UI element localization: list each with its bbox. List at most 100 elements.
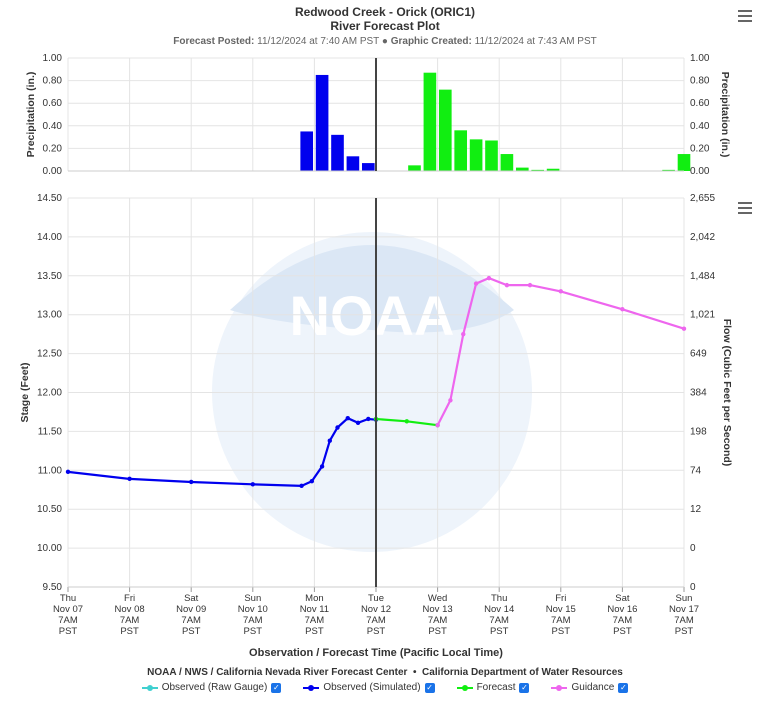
legend-observed-raw[interactable]: Observed (Raw Gauge) ✓: [141, 682, 282, 693]
forecast-precip-bar[interactable]: [469, 139, 483, 171]
observed-line-point[interactable]: [65, 469, 71, 475]
observed-line-point[interactable]: [250, 482, 255, 487]
guidance-line[interactable]: [436, 276, 685, 426]
xtick-label: Sat: [615, 593, 630, 604]
observed-precip-bar[interactable]: [300, 131, 314, 171]
observed-precip-bar[interactable]: [346, 156, 360, 171]
xtick-label: 7AM: [181, 615, 201, 626]
flow-ytick-label: 0: [690, 543, 696, 554]
observed-precip-bar[interactable]: [315, 74, 329, 171]
precip-ytick-label-right: 0.60: [690, 98, 710, 109]
chart-title: Redwood Creek - Orick (ORIC1): [294, 5, 476, 19]
xtick-label: Nov 16: [607, 604, 637, 615]
guidance-line-point[interactable]: [486, 275, 492, 281]
forecast-precip-bar[interactable]: [500, 154, 514, 171]
flow-ytick-label: 1,484: [690, 271, 715, 282]
precip-ytick-label: 0.20: [43, 143, 63, 154]
observed-line-point[interactable]: [327, 438, 332, 443]
chart-subtitle: River Forecast Plot: [330, 19, 440, 33]
xtick-label: 7AM: [428, 615, 448, 626]
forecast-precip-bar[interactable]: [515, 167, 529, 171]
observed-line-point[interactable]: [309, 478, 315, 484]
flow-ytick-label: 384: [690, 388, 707, 399]
xtick-label: Sun: [244, 593, 261, 604]
precip-ytick-label-right: 0.20: [690, 143, 710, 154]
precip-ytick-label: 0.80: [43, 76, 63, 87]
xtick-label: Nov 07: [53, 604, 83, 615]
xtick-label: PST: [120, 626, 139, 637]
legend-observed-simulated[interactable]: Observed (Simulated) ✓: [303, 682, 435, 693]
stage-ytick-label: 9.50: [43, 582, 63, 593]
precip-ytick-label-right: 0.00: [690, 166, 710, 177]
observed-line-point[interactable]: [355, 420, 361, 426]
flow-ytick-label: 649: [690, 349, 707, 360]
observed-line-point[interactable]: [299, 483, 304, 489]
forecast-precip-bar[interactable]: [423, 72, 437, 171]
xtick-label: 7AM: [305, 615, 325, 626]
checkmark-icon[interactable]: ✓: [271, 682, 282, 693]
checkmark-icon[interactable]: ✓: [424, 682, 435, 693]
observed-line-point[interactable]: [127, 476, 132, 482]
legend-label: Observed (Simulated): [323, 682, 421, 693]
forecast-line-point[interactable]: [404, 419, 409, 424]
guidance-line-point[interactable]: [461, 331, 466, 337]
xtick-label: Nov 17: [669, 604, 699, 615]
precip-ytick-label: 0.60: [43, 98, 63, 109]
observed-line-point[interactable]: [366, 416, 371, 422]
flow-ytick-label: 1,021: [690, 310, 715, 321]
forecast-precip-bar[interactable]: [546, 168, 560, 171]
stage-ytick-label: 10.50: [37, 504, 62, 515]
observed-line-point[interactable]: [189, 479, 194, 485]
forecast-precip-bar[interactable]: [485, 140, 498, 171]
legend-guidance[interactable]: Guidance ✓: [551, 682, 629, 693]
xtick-label: Nov 08: [115, 604, 145, 615]
forecast-precip-bar[interactable]: [408, 165, 421, 171]
forecast-precip-bar[interactable]: [662, 169, 675, 171]
guidance-line-point[interactable]: [448, 398, 453, 403]
forecast-precip-bar[interactable]: [438, 89, 452, 171]
legend-label: Guidance: [571, 682, 615, 693]
guidance-line-point[interactable]: [681, 326, 687, 331]
hamburger-menu-icon-lower[interactable]: [738, 202, 752, 214]
xtick-label: 7AM: [243, 615, 263, 626]
legend-symbol: [551, 684, 568, 692]
xtick-label: PST: [367, 626, 386, 637]
observed-precip-bar[interactable]: [331, 134, 344, 171]
precip-ylabel: Precipitation (in.): [25, 72, 37, 158]
xtick-label: 7AM: [551, 615, 571, 626]
xtick-label: 7AM: [58, 615, 78, 626]
guidance-line-point[interactable]: [504, 282, 510, 288]
credit-right: California Department of Water Resources: [422, 667, 623, 678]
observed-line-point[interactable]: [345, 415, 350, 421]
observed-line-point[interactable]: [335, 425, 340, 430]
forecast-precip-bar[interactable]: [677, 154, 691, 171]
flow-ytick-label: 2,042: [690, 232, 715, 243]
guidance-line-point[interactable]: [435, 422, 440, 428]
observed-precip-bar[interactable]: [361, 163, 375, 171]
guidance-line-point[interactable]: [620, 307, 625, 312]
stage-ytick-label: 14.00: [37, 232, 62, 243]
observed-line-point[interactable]: [319, 464, 325, 469]
flow-ytick-label: 74: [690, 465, 702, 476]
hamburger-menu-icon[interactable]: [738, 10, 752, 22]
stage-ytick-label: 10.00: [37, 543, 62, 554]
xtick-label: PST: [552, 626, 571, 637]
forecast-precip-bar[interactable]: [531, 169, 545, 171]
stage-ytick-label: 13.50: [37, 271, 62, 282]
precip-ytick-label: 1.00: [43, 53, 63, 64]
flow-ytick-label: 12: [690, 504, 702, 515]
guidance-line-point[interactable]: [473, 281, 479, 286]
stage-ylabel: Stage (Feet): [19, 362, 31, 422]
checkmark-icon[interactable]: ✓: [519, 682, 530, 693]
xtick-label: Nov 09: [176, 604, 206, 615]
xtick-label: 7AM: [120, 615, 140, 626]
xtick-label: PST: [244, 626, 263, 637]
guidance-line-point[interactable]: [527, 282, 533, 288]
xtick-label: Nov 12: [361, 604, 391, 615]
forecast-precip-bar[interactable]: [454, 130, 468, 171]
xtick-label: PST: [428, 626, 447, 637]
checkmark-icon[interactable]: ✓: [618, 682, 629, 693]
legend-forecast[interactable]: Forecast ✓: [456, 682, 530, 693]
guidance-line-point[interactable]: [558, 289, 563, 294]
